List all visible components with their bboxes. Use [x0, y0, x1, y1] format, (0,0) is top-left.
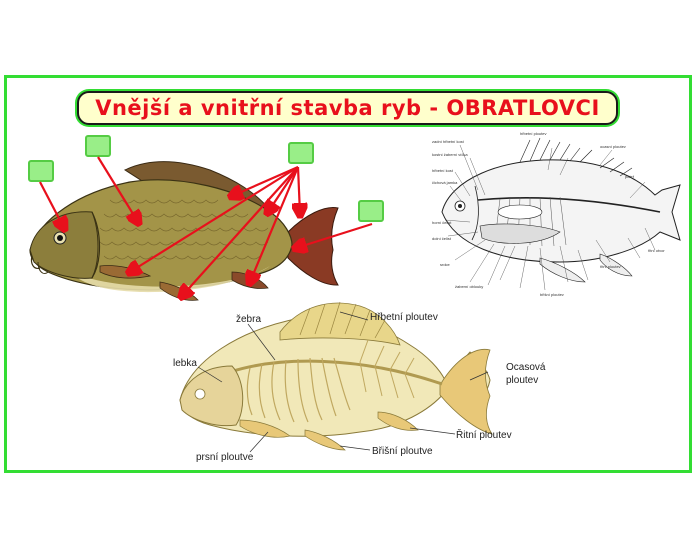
label-hrbetni-ploutev: Hřbetní ploutev: [370, 312, 438, 323]
anatomy-label-7: srdce: [440, 262, 451, 267]
pointer-arrows: [39, 156, 373, 296]
anatomy-label-9: hřbetní ploutev: [520, 131, 546, 136]
anatomy-label-11: páteř: [625, 174, 635, 179]
answer-box-4[interactable]: [358, 200, 384, 222]
page-title: Vnější a vnitřní stavba ryb - OBRATLOVCI: [95, 96, 600, 120]
anatomy-label-14: břišní ploutev: [540, 292, 564, 297]
answer-box-2[interactable]: [85, 135, 111, 157]
anatomy-label-2: kostní žaberní víčka: [432, 152, 468, 157]
label-brisni-ploutve: Břišní ploutve: [372, 446, 433, 457]
label-zebra: žebra: [236, 314, 261, 325]
anatomy-sketch: zadní hřbetní kost kostní žaberní víčka …: [432, 131, 681, 297]
skeleton-callouts: [197, 311, 489, 453]
anatomy-label-5: horní čelist: [432, 220, 452, 225]
answer-box-1[interactable]: [28, 160, 54, 182]
anatomy-label-8: žaberní oblouky: [455, 284, 483, 289]
skeleton-illustration: [179, 301, 493, 451]
answer-box-3[interactable]: [288, 142, 314, 164]
anatomy-label-12: řitní otvor: [648, 248, 665, 253]
anatomy-label-13: řitní ploutev: [600, 264, 621, 269]
anatomy-label-1: zadní hřbetní kost: [432, 139, 465, 144]
label-ocasova-1: Ocasová: [506, 362, 546, 373]
anatomy-label-6: dolní čelist: [432, 236, 452, 241]
label-ocasova-2: ploutev: [506, 375, 538, 386]
anatomy-label-4: čichová jamka: [432, 180, 458, 185]
title-banner: Vnější a vnitřní stavba ryb - OBRATLOVCI: [77, 91, 618, 125]
anatomy-label-10: ocasní ploutev: [600, 144, 626, 149]
label-lebka: lebka: [173, 358, 197, 369]
anatomy-label-3: hřbetní kost: [432, 168, 454, 173]
label-ritni-ploutev: Řitní ploutev: [456, 428, 512, 441]
label-prsni-ploutve: prsní ploutve: [196, 452, 254, 463]
